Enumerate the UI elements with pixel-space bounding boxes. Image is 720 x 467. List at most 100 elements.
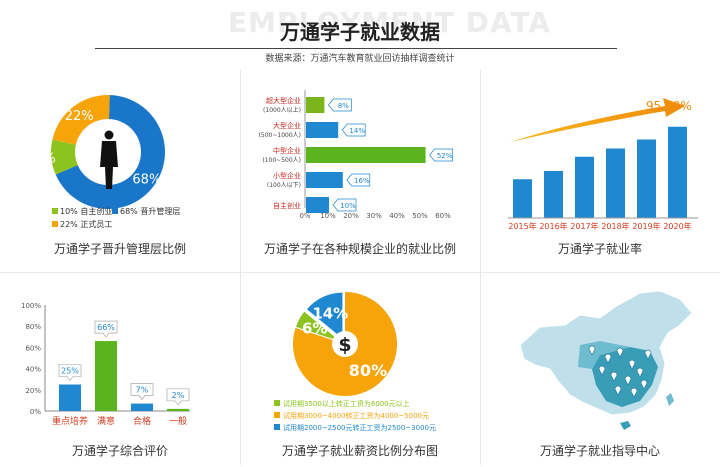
value-label: 8% (338, 102, 349, 110)
x-tick-label: 满意 (97, 415, 115, 427)
bar-chart-evaluation: 0% 20% 40% 60% 80% 100% 25% 重点培养 66% 满意 7% 合格 2% 一般 (21, 302, 190, 427)
slice-label: 68% (132, 172, 161, 187)
y-tick-label: 80% (25, 323, 41, 331)
value-tag (130, 383, 154, 401)
bar (637, 139, 656, 218)
x-tick-label: 2018年 (601, 221, 629, 231)
map-pin-icon (616, 347, 624, 358)
map-pin-icon (604, 353, 612, 364)
dollar-icon: $ (338, 334, 351, 356)
pie-slice (307, 292, 343, 339)
y-tick-label: 20% (25, 387, 41, 395)
legend-swatch (52, 208, 58, 214)
bar-chart-employment-rate: 2015年 2016年 2017年 2018年 2019年 2020年 95.50% (508, 98, 698, 231)
map-island-taiwan (666, 393, 674, 406)
pie-slice (295, 311, 340, 342)
map-pin-icon (614, 385, 622, 396)
annotation-label: 95.50% (646, 99, 692, 113)
value-tag (429, 148, 453, 162)
legend-swatch (274, 412, 280, 418)
y-tick-label: 100% (21, 302, 41, 310)
x-tick-label: 重点培养 (52, 415, 88, 427)
bar (306, 122, 339, 138)
donut-chart-promotion: 10% 22% 68% 10% 自主创业 68% 晋升管理层 22% 正式员工 (27, 95, 180, 229)
caption-evaluation: 万通学子综合评价 (71, 444, 168, 458)
donut-slice (55, 95, 165, 209)
caption-guidance-center: 万通学子就业指导中心 (539, 444, 660, 458)
category-label: (500~1000人) (259, 132, 301, 139)
category-label: (100~500人) (262, 157, 301, 164)
map-pin-icon (636, 367, 644, 378)
legend-swatch (112, 208, 118, 214)
x-tick-label: 2020年 (663, 221, 691, 231)
value-label: 2% (172, 391, 185, 400)
category-label: 自主创业 (273, 201, 301, 210)
bar (575, 156, 594, 218)
value-label: 52% (437, 152, 453, 160)
legend-label: 22% 正式员工 (60, 219, 112, 229)
legend-label: 试用期3500以上转正工资为6000元以上 (283, 399, 410, 408)
value-label: 10% (340, 202, 356, 210)
x-tick-label: 30% (366, 212, 382, 220)
slice-label: 80% (349, 361, 387, 380)
bar (59, 384, 81, 411)
slice-label: 22% (65, 109, 94, 124)
bar (306, 97, 325, 113)
map-pin-icon (624, 375, 632, 386)
x-tick-label: 60% (435, 212, 451, 220)
legend-label: 10% 自主创业 (60, 206, 112, 216)
legend-label: 68% 晋升管理层 (120, 206, 180, 216)
value-tag (332, 198, 357, 212)
y-tick-label: 60% (25, 344, 41, 352)
bar (306, 197, 329, 213)
x-tick-label: 2015年 (508, 221, 536, 231)
bar (668, 126, 687, 218)
legend-swatch (274, 424, 280, 430)
value-tag (341, 123, 366, 137)
value-label: 66% (97, 323, 115, 332)
bar (131, 403, 153, 411)
legend-label: 试用期3000~4000转正工资为4000~5000元 (283, 411, 429, 420)
header-divider (95, 48, 617, 49)
category-label: 中型企业 (273, 146, 301, 155)
map-pin-icon (644, 349, 652, 360)
map-pin-icon (610, 371, 618, 382)
legend-swatch (52, 221, 58, 227)
x-tick-label: 一般 (169, 415, 187, 427)
category-label: (1000人以上) (263, 106, 301, 114)
slice-label: 6% (302, 319, 327, 337)
donut-slice (52, 95, 110, 145)
businessman-icon (100, 130, 118, 189)
value-tag (94, 320, 118, 338)
bar (167, 408, 189, 411)
bar (513, 179, 532, 218)
caption-company-size: 万通学子在各种规模企业的就业比例 (263, 242, 456, 256)
bar (544, 171, 563, 218)
data-source-note: 数据来源：万通汽车教育就业回访抽样调查统计 (265, 54, 455, 64)
map-pin-icon (630, 387, 638, 398)
x-tick-label: 2019年 (632, 221, 660, 231)
bar (306, 147, 426, 163)
caption-promotion: 万通学子晋升管理层比例 (53, 242, 186, 256)
value-label: 25% (61, 367, 79, 376)
caption-employment-rate: 万通学子就业率 (557, 242, 642, 256)
category-label: 小型企业 (273, 171, 301, 180)
x-tick-label: 2016年 (539, 221, 567, 231)
slice-label: 14% (312, 305, 348, 323)
grid-divider-v1 (240, 70, 241, 465)
dollar-icon-bg (332, 331, 358, 357)
x-tick-label: 50% (412, 212, 428, 220)
china-map-image (519, 290, 693, 430)
value-tag (58, 364, 82, 381)
donut-slice (50, 139, 78, 175)
value-tag (327, 98, 352, 112)
x-tick-label: 2017年 (570, 221, 598, 231)
value-tag (346, 173, 371, 187)
map-pin-icon (598, 365, 606, 376)
hbar-chart-company-size: 0% 10% 20% 30% 40% 50% 60% 超大型企业(1000人以上) 8% 大型企业… (259, 90, 453, 220)
map-pin-icon (628, 359, 636, 370)
value-label: 16% (354, 177, 370, 185)
grid-divider-h (0, 272, 720, 273)
bar (306, 172, 343, 188)
legend-swatch (274, 400, 280, 406)
